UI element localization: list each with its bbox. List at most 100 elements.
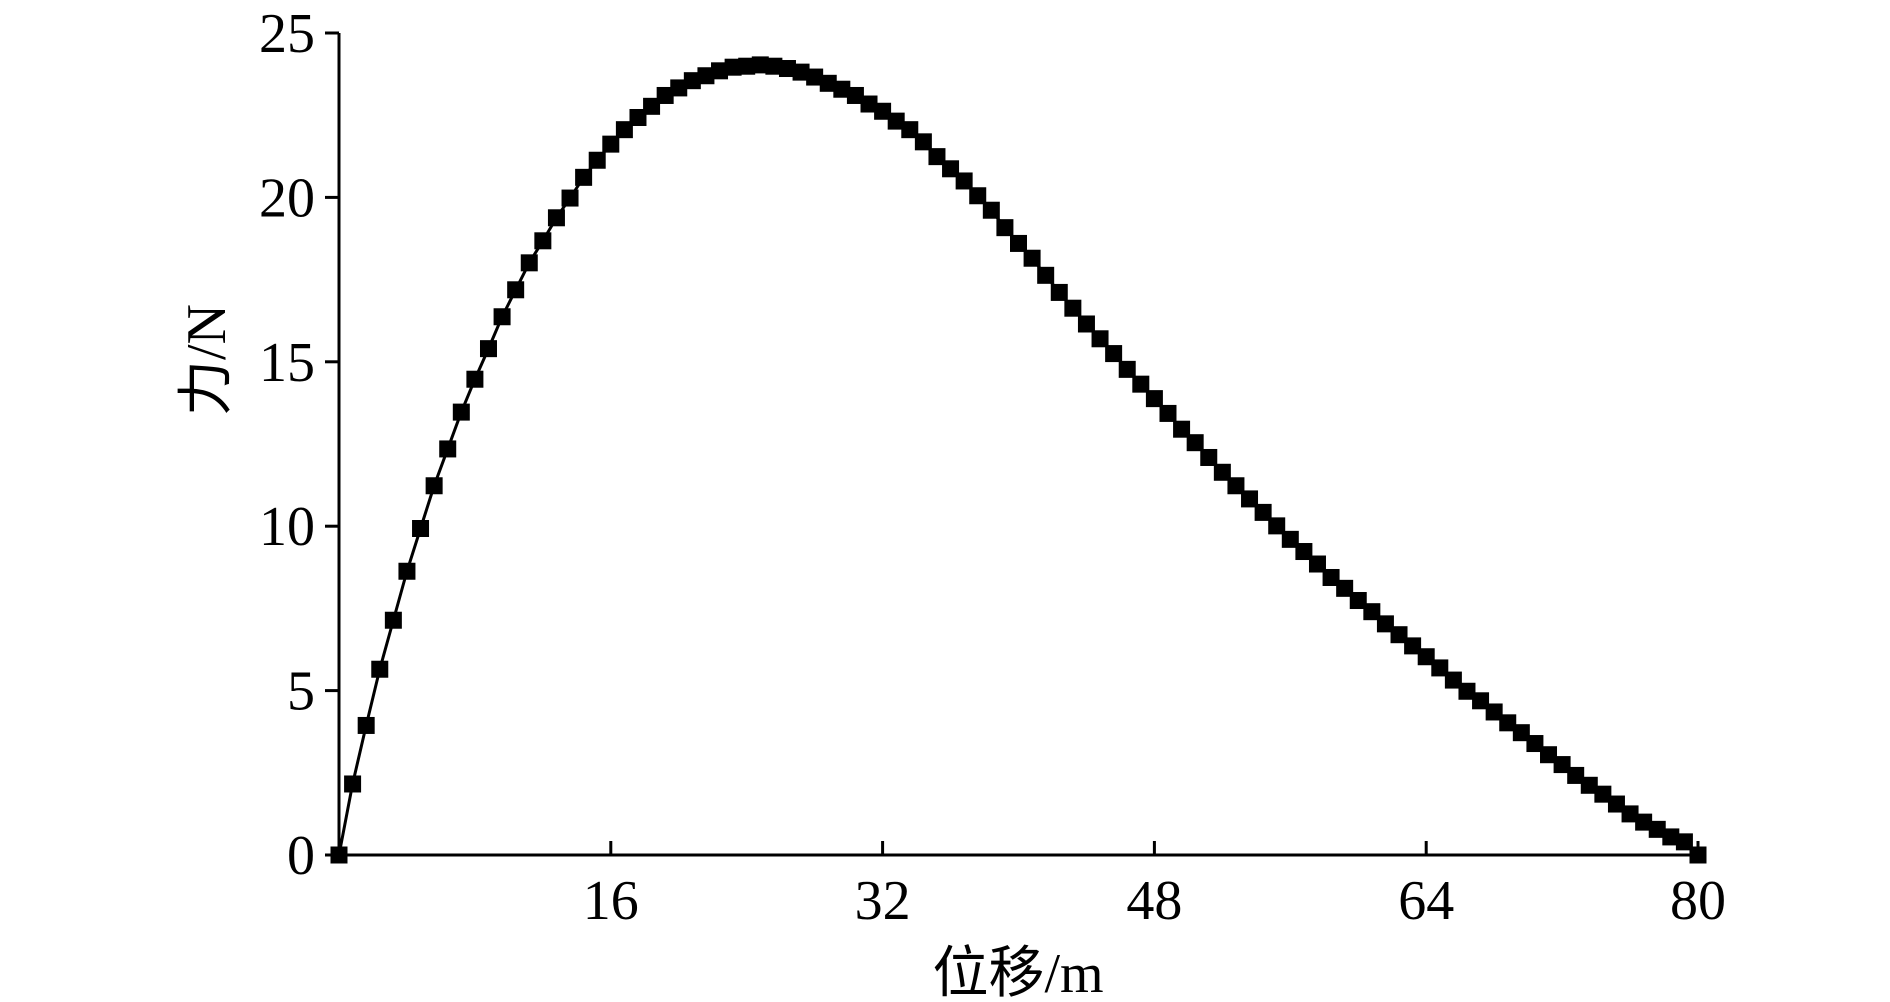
data-marker (806, 68, 824, 86)
data-marker (751, 56, 769, 74)
data-marker (1404, 637, 1422, 655)
data-marker (1173, 420, 1191, 438)
data-marker (1105, 345, 1123, 363)
data-marker (547, 209, 565, 227)
x-tick-label: 32 (855, 870, 911, 932)
y-tick-label: 15 (259, 332, 315, 394)
data-marker (466, 370, 484, 388)
data-marker (819, 74, 837, 92)
data-marker (561, 189, 579, 207)
data-marker (738, 57, 756, 75)
data-marker (371, 660, 389, 678)
y-tick-label: 25 (259, 3, 315, 65)
data-line (337, 63, 1700, 857)
data-marker (1186, 434, 1204, 452)
data-marker (1526, 735, 1544, 753)
data-marker (1132, 375, 1150, 393)
data-marker (697, 67, 715, 85)
x-tick-label: 80 (1670, 870, 1726, 932)
data-marker (1431, 659, 1449, 677)
data-marker (724, 58, 742, 76)
data-marker (996, 219, 1014, 237)
y-tick-label: 10 (259, 496, 315, 558)
data-marker (1689, 846, 1707, 864)
data-marker (955, 172, 973, 190)
x-tick-label: 48 (1126, 870, 1182, 932)
data-marker (588, 151, 606, 169)
data-marker (1363, 603, 1381, 621)
x-axis-label: 位移/m (932, 943, 1103, 1002)
data-marker (1390, 626, 1408, 644)
data-marker (1322, 568, 1340, 586)
data-marker (629, 109, 647, 127)
y-tick-label: 0 (287, 825, 315, 887)
data-marker (1077, 315, 1095, 333)
data-marker (1607, 795, 1625, 813)
data-marker (683, 72, 701, 90)
data-marker (1349, 592, 1367, 610)
data-marker (1553, 756, 1571, 774)
y-tick-label: 5 (287, 661, 315, 723)
data-marker (1336, 579, 1354, 597)
data-marker (1241, 490, 1259, 508)
data-marker (982, 201, 1000, 219)
data-marker (1512, 724, 1530, 742)
y-tick-label: 20 (259, 167, 315, 229)
data-marker (452, 403, 470, 421)
data-marker (670, 79, 688, 97)
data-marker (1567, 766, 1585, 784)
data-marker (344, 775, 362, 793)
data-marker (792, 63, 810, 81)
data-marker (493, 308, 511, 326)
data-marker (1444, 671, 1462, 689)
data-marker (330, 846, 348, 864)
data-marker (1308, 555, 1326, 573)
data-marker (1159, 404, 1177, 422)
data-marker (778, 60, 796, 78)
data-marker (507, 281, 525, 299)
data-marker (860, 95, 878, 113)
data-marker (615, 121, 633, 139)
data-marker (901, 121, 919, 139)
data-marker (534, 232, 552, 250)
data-marker (1281, 530, 1299, 548)
data-marker (1118, 360, 1136, 378)
data-marker (425, 477, 443, 495)
data-marker (1662, 828, 1680, 846)
data-marker (1635, 813, 1653, 831)
data-marker (914, 133, 932, 151)
data-marker (643, 97, 661, 115)
data-marker (439, 440, 457, 458)
data-marker (602, 135, 620, 153)
data-marker (1200, 448, 1218, 466)
data-marker (1376, 615, 1394, 633)
data-marker (969, 187, 987, 205)
data-marker (1580, 776, 1598, 794)
data-marker (1594, 785, 1612, 803)
data-marker (711, 62, 729, 80)
data-marker (1091, 330, 1109, 348)
data-marker (520, 254, 538, 272)
data-marker (1417, 648, 1435, 666)
data-marker (1268, 517, 1286, 535)
data-marker (1213, 463, 1231, 481)
data-marker (765, 57, 783, 75)
data-marker (412, 520, 430, 538)
data-marker (479, 340, 497, 358)
data-marker (656, 86, 674, 104)
data-marker (1295, 543, 1313, 561)
data-marker (887, 112, 905, 130)
data-marker (1010, 234, 1027, 252)
data-marker (1675, 833, 1693, 851)
data-marker (1472, 692, 1490, 710)
data-marker (1023, 249, 1041, 267)
data-marker (1145, 390, 1163, 408)
data-marker (942, 160, 960, 178)
data-marker (1499, 714, 1517, 732)
data-marker (833, 80, 851, 98)
data-marker (846, 86, 864, 104)
data-marker (1254, 503, 1272, 521)
data-marker (1064, 299, 1082, 317)
data-marker (575, 168, 593, 186)
